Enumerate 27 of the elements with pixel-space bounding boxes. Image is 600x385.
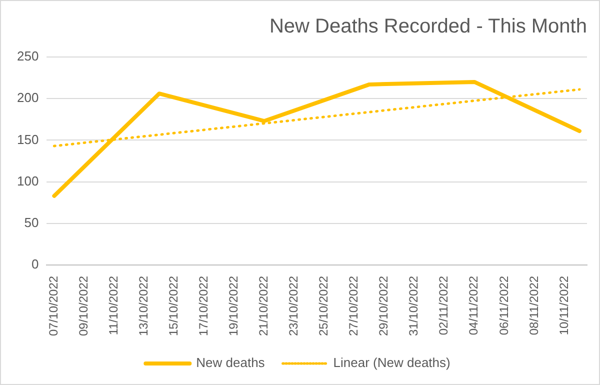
x-tick-label: 04/11/2022 — [466, 276, 481, 336]
y-tick-label: 0 — [31, 256, 39, 272]
x-tick-label: 17/10/2022 — [196, 276, 211, 336]
y-tick-label: 250 — [16, 48, 39, 64]
x-tick-label: 21/10/2022 — [256, 276, 271, 336]
y-tick-label: 50 — [24, 214, 39, 230]
x-tick-label: 09/10/2022 — [76, 276, 91, 336]
y-tick-label: 200 — [16, 90, 39, 106]
x-tick-label: 29/10/2022 — [376, 276, 391, 336]
chart-title: New Deaths Recorded - This Month — [269, 16, 587, 38]
x-tick-label: 06/11/2022 — [496, 276, 511, 336]
x-tick-label: 23/10/2022 — [286, 276, 301, 336]
x-tick-label: 02/11/2022 — [436, 276, 451, 336]
x-tick-label: 19/10/2022 — [226, 276, 241, 336]
x-tick-label: 25/10/2022 — [316, 276, 331, 336]
x-tick-label: 13/10/2022 — [136, 276, 151, 336]
legend-label: New deaths — [196, 355, 266, 370]
x-tick-label: 10/11/2022 — [556, 276, 571, 336]
x-tick-label: 27/10/2022 — [346, 276, 361, 336]
x-tick-label: 08/11/2022 — [526, 276, 541, 336]
y-tick-label: 100 — [16, 173, 39, 188]
y-tick-label: 150 — [16, 132, 39, 147]
x-tick-label: 31/10/2022 — [406, 276, 421, 336]
x-tick-label: 07/10/2022 — [46, 276, 61, 336]
x-tick-label: 11/10/2022 — [106, 276, 121, 336]
legend-label: Linear (New deaths) — [333, 355, 450, 370]
x-tick-label: 15/10/2022 — [166, 276, 181, 336]
